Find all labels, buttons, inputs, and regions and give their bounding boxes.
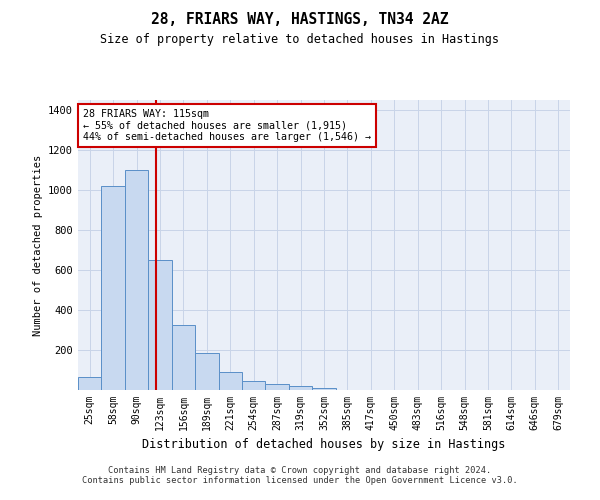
Bar (265, 384, 289, 390)
X-axis label: Distribution of detached houses by size in Hastings: Distribution of detached houses by size … (142, 438, 506, 452)
Text: Size of property relative to detached houses in Hastings: Size of property relative to detached ho… (101, 32, 499, 46)
Bar (312, 388, 336, 390)
Bar (242, 381, 265, 390)
Bar (218, 372, 242, 390)
Y-axis label: Number of detached properties: Number of detached properties (32, 154, 43, 336)
Bar (172, 325, 195, 390)
Bar (78, 377, 101, 390)
Bar (289, 386, 312, 390)
Bar (125, 170, 148, 390)
Text: Contains HM Land Registry data © Crown copyright and database right 2024.
Contai: Contains HM Land Registry data © Crown c… (82, 466, 518, 485)
Bar (148, 260, 172, 390)
Text: 28, FRIARS WAY, HASTINGS, TN34 2AZ: 28, FRIARS WAY, HASTINGS, TN34 2AZ (151, 12, 449, 28)
Text: 28 FRIARS WAY: 115sqm
← 55% of detached houses are smaller (1,915)
44% of semi-d: 28 FRIARS WAY: 115sqm ← 55% of detached … (83, 108, 371, 142)
Bar (195, 353, 218, 390)
Bar (101, 186, 125, 390)
